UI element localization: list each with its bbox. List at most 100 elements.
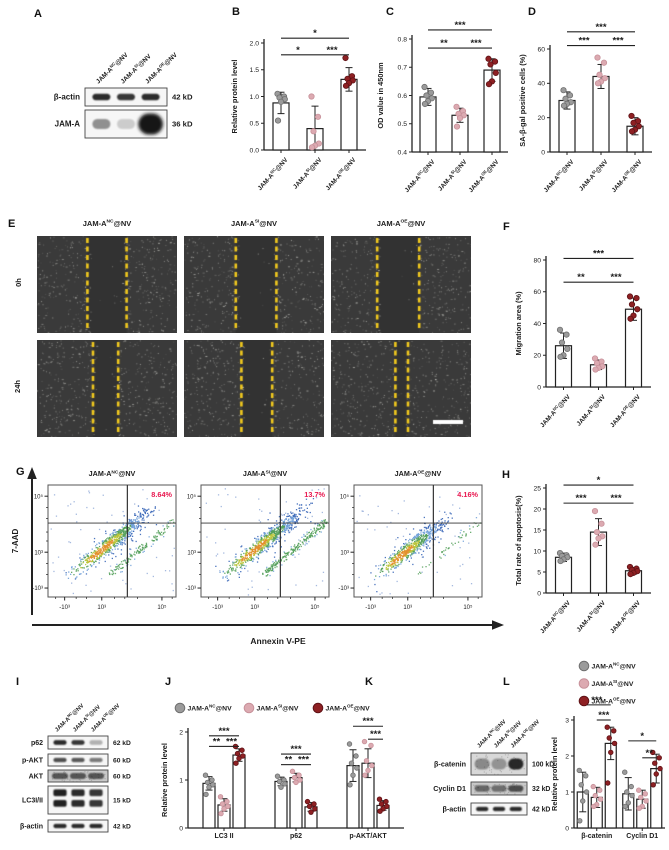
svg-text:Cyclin D1: Cyclin D1 [626,833,658,840]
svg-text:0.5: 0.5 [398,121,408,128]
svg-text:10⁵: 10⁵ [34,493,44,500]
svg-text:β-actin: β-actin [442,805,466,814]
svg-text:-10³: -10³ [32,586,43,592]
svg-text:***: *** [470,38,481,49]
svg-text:Total rate of apoptosis(%): Total rate of apoptosis(%) [514,495,523,586]
svg-text:3: 3 [565,717,569,724]
svg-text:JAM-ASI@NV: JAM-ASI@NV [257,704,299,713]
svg-text:10⁵: 10⁵ [340,493,350,500]
svg-text:Annexin V-PE: Annexin V-PE [250,636,306,646]
svg-text:JAM-ASI@NV: JAM-ASI@NV [243,469,288,478]
svg-text:Migration area (%): Migration area (%) [514,291,523,356]
svg-text:***: *** [578,36,589,47]
svg-text:***: *** [298,755,309,766]
panel-d-letter: D [528,6,536,18]
wound-image-24h-si [184,340,324,437]
bar-chart-sa-b-gal: 0 20 40 60 SA-β-gal positive cells (%) JAM-AN… [518,22,652,194]
svg-text:42 kD: 42 kD [113,824,131,831]
panel-c-letter: C [386,6,394,18]
svg-text:p-AKT: p-AKT [22,758,44,765]
panel-a-letter: A [34,8,42,20]
wound-column-title-oe: JAM-AOE@NV [376,219,426,228]
svg-text:7-AAD: 7-AAD [11,529,20,554]
svg-text:-10³: -10³ [59,605,70,611]
svg-text:β-catenin: β-catenin [581,833,612,840]
svg-text:LC3 II: LC3 II [214,833,233,840]
panel-k-letter: K [365,676,373,688]
svg-text:10⁵: 10⁵ [463,604,473,611]
svg-text:10⁵: 10⁵ [157,604,167,611]
svg-text:0: 0 [541,149,545,156]
svg-text:**: ** [440,38,448,49]
wound-image-24h-nc [37,340,177,437]
svg-text:JAM-A: JAM-A [55,120,81,129]
flow-cytometry-panel: 7-AAD Annexin V-PE JAM-ANC@NV 8.64% 10⁵ 10³ -1… [11,467,504,646]
svg-text:***: *** [362,716,373,727]
panel-l-letter: L [503,676,510,688]
svg-text:p62: p62 [290,833,302,840]
panel-j-letter: J [165,676,172,688]
svg-text:JAM-AOE@NV: JAM-AOE@NV [610,157,644,194]
svg-text:-10³: -10³ [365,605,376,611]
svg-text:2: 2 [565,753,569,760]
svg-text:*: * [597,475,601,486]
svg-text:60 kD: 60 kD [113,774,131,781]
svg-text:0.0: 0.0 [250,147,260,154]
wound-image-24h-oe [331,340,471,437]
svg-text:OD value in 450nm: OD value in 450nm [376,62,385,129]
svg-text:10⁵: 10⁵ [187,493,197,500]
svg-text:0.5: 0.5 [250,121,260,128]
svg-text:13.7%: 13.7% [304,490,325,499]
wound-column-title-si: JAM-ASI@NV [230,219,278,228]
svg-text:***: *** [290,744,301,755]
svg-text:36 kD: 36 kD [172,120,193,129]
svg-text:1.0: 1.0 [250,94,260,101]
svg-text:42 kD: 42 kD [172,93,193,102]
svg-text:60: 60 [533,289,541,296]
svg-text:JAM-ANC@NV: JAM-ANC@NV [476,718,508,749]
svg-text:100 kD: 100 kD [532,762,554,769]
svg-text:***: *** [454,20,465,31]
svg-text:JAM-ANC@NV: JAM-ANC@NV [542,157,576,194]
svg-text:10⁵: 10⁵ [310,604,320,611]
svg-text:JAM-ANC@NV: JAM-ANC@NV [256,155,290,192]
bar-chart-od-value: 0.4 0.5 0.6 0.7 0.8 OD value in 450nm JAM-ANC@… [376,20,508,194]
svg-text:p-AKT/AKT: p-AKT/AKT [349,833,387,840]
bar-chart-relative-protein-level: 0.0 0.5 1.0 1.5 2.0 Relative protein level JAM… [230,28,366,192]
svg-text:0.8: 0.8 [398,36,408,43]
svg-text:0: 0 [179,825,183,832]
svg-text:32 kD: 32 kD [532,786,550,793]
wound-row-label-0h: 0h [13,278,23,287]
svg-text:60: 60 [537,46,545,53]
svg-text:***: *** [598,710,609,721]
svg-text:Relative protein level: Relative protein level [230,60,239,134]
svg-text:***: *** [326,45,337,56]
svg-text:25: 25 [533,485,541,492]
svg-text:40: 40 [537,81,545,88]
svg-text:JAM-ASI@NV: JAM-ASI@NV [574,598,607,633]
svg-text:10³: 10³ [403,605,412,611]
svg-text:***: *** [595,22,606,33]
svg-text:20: 20 [533,353,541,360]
svg-text:Relative protein level: Relative protein level [550,737,559,811]
svg-text:5: 5 [537,569,541,576]
svg-text:JAM-ASI@NV: JAM-ASI@NV [436,157,469,192]
svg-text:60 kD: 60 kD [113,758,131,765]
panel-f-letter: F [503,221,510,233]
svg-text:***: *** [370,729,381,740]
svg-text:***: *** [591,695,602,706]
wound-image-0h-si [184,236,324,333]
svg-text:β-actin: β-actin [54,93,80,102]
svg-text:62 kD: 62 kD [113,740,131,747]
panel-b-letter: B [232,6,240,18]
svg-text:JAM-AOE@NV: JAM-AOE@NV [608,598,642,635]
svg-text:JAM-ANC@NV: JAM-ANC@NV [403,157,437,194]
svg-text:20: 20 [533,506,541,513]
svg-text:***: *** [226,736,237,747]
svg-text:8.64%: 8.64% [151,490,172,499]
svg-text:0.4: 0.4 [398,149,408,156]
